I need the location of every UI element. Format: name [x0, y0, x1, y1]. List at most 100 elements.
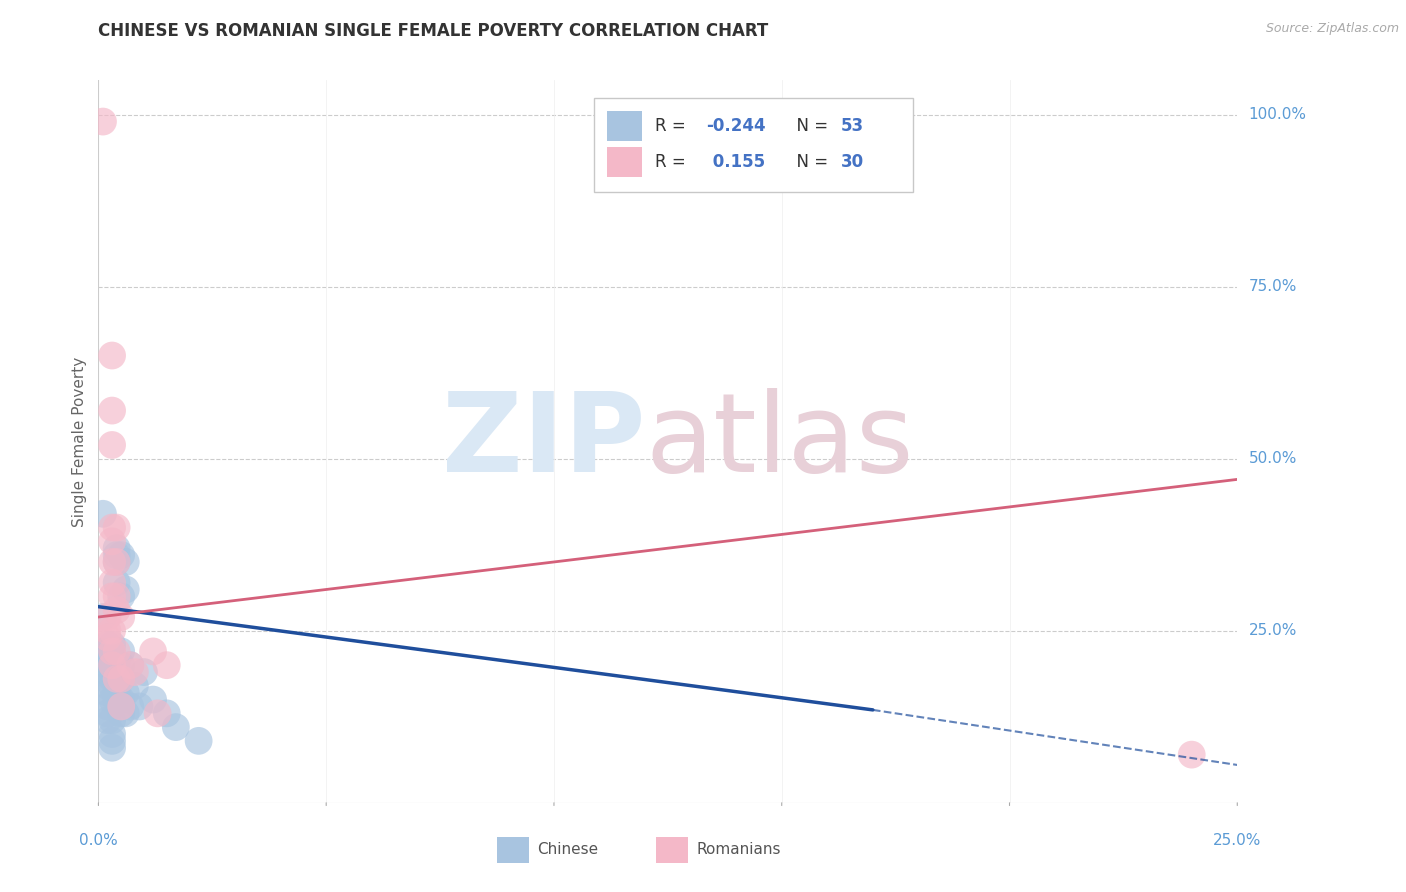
Point — [91, 651, 114, 665]
Text: ZIP: ZIP — [441, 388, 645, 495]
Point — [105, 603, 128, 617]
Text: 30: 30 — [841, 153, 865, 171]
Point — [96, 699, 118, 714]
Point — [105, 644, 128, 658]
Point — [96, 638, 118, 652]
Point — [120, 658, 142, 673]
Point — [101, 403, 124, 417]
Point — [101, 658, 124, 673]
Point — [101, 740, 124, 755]
Point — [96, 713, 118, 727]
Y-axis label: Single Female Poverty: Single Female Poverty — [72, 357, 87, 526]
Point — [96, 665, 118, 679]
Point — [124, 679, 146, 693]
Point — [110, 692, 132, 706]
Point — [96, 610, 118, 624]
Point — [101, 665, 124, 679]
Point — [101, 575, 124, 590]
Text: 0.0%: 0.0% — [79, 833, 118, 848]
Point — [96, 658, 118, 673]
Point — [101, 692, 124, 706]
Point — [142, 644, 165, 658]
Point — [114, 686, 136, 700]
Text: 25.0%: 25.0% — [1213, 833, 1261, 848]
Point — [96, 631, 118, 645]
Point — [105, 658, 128, 673]
Point — [96, 679, 118, 693]
Point — [1181, 747, 1204, 762]
Point — [114, 582, 136, 597]
FancyBboxPatch shape — [607, 111, 641, 141]
Point — [105, 575, 128, 590]
Point — [101, 644, 124, 658]
Text: 50.0%: 50.0% — [1249, 451, 1296, 467]
Text: 100.0%: 100.0% — [1249, 107, 1306, 122]
Text: R =: R = — [655, 153, 692, 171]
Point — [110, 672, 132, 686]
Text: CHINESE VS ROMANIAN SINGLE FEMALE POVERTY CORRELATION CHART: CHINESE VS ROMANIAN SINGLE FEMALE POVERT… — [98, 22, 769, 40]
Point — [101, 590, 124, 604]
Point — [105, 665, 128, 679]
Point — [101, 672, 124, 686]
Point — [120, 658, 142, 673]
Point — [101, 555, 124, 569]
Point — [96, 686, 118, 700]
Point — [101, 534, 124, 549]
Point — [91, 644, 114, 658]
Point — [110, 699, 132, 714]
Point — [91, 114, 114, 128]
Point — [101, 734, 124, 748]
Point — [96, 706, 118, 721]
Point — [110, 644, 132, 658]
Point — [142, 692, 165, 706]
FancyBboxPatch shape — [498, 837, 529, 863]
Point — [187, 734, 209, 748]
Point — [105, 672, 128, 686]
Point — [105, 555, 128, 569]
Point — [110, 672, 132, 686]
FancyBboxPatch shape — [593, 98, 912, 193]
Point — [96, 624, 118, 638]
Point — [124, 665, 146, 679]
Point — [91, 610, 114, 624]
Point — [120, 699, 142, 714]
Point — [114, 706, 136, 721]
Point — [114, 555, 136, 569]
Text: 25.0%: 25.0% — [1249, 624, 1296, 639]
Point — [105, 590, 128, 604]
Point — [105, 672, 128, 686]
Point — [101, 679, 124, 693]
Text: 0.155: 0.155 — [707, 153, 765, 171]
Point — [101, 658, 124, 673]
Text: atlas: atlas — [645, 388, 914, 495]
Text: N =: N = — [786, 117, 834, 135]
Text: 53: 53 — [841, 117, 865, 135]
Point — [101, 644, 124, 658]
Point — [110, 706, 132, 721]
Text: Chinese: Chinese — [537, 842, 598, 857]
Point — [105, 548, 128, 562]
Text: Source: ZipAtlas.com: Source: ZipAtlas.com — [1265, 22, 1399, 36]
Point — [105, 555, 128, 569]
Point — [101, 438, 124, 452]
Point — [101, 713, 124, 727]
Text: 75.0%: 75.0% — [1249, 279, 1296, 294]
Text: N =: N = — [786, 153, 834, 171]
Point — [110, 548, 132, 562]
Point — [110, 658, 132, 673]
Point — [96, 644, 118, 658]
Text: -0.244: -0.244 — [707, 117, 766, 135]
Point — [101, 727, 124, 741]
Point — [105, 686, 128, 700]
Text: Romanians: Romanians — [696, 842, 780, 857]
Point — [105, 692, 128, 706]
Point — [91, 507, 114, 521]
Point — [110, 610, 132, 624]
Point — [110, 590, 132, 604]
Point — [105, 541, 128, 556]
Point — [156, 658, 179, 673]
Point — [101, 520, 124, 534]
Point — [105, 520, 128, 534]
Point — [101, 638, 124, 652]
Point — [165, 720, 187, 734]
